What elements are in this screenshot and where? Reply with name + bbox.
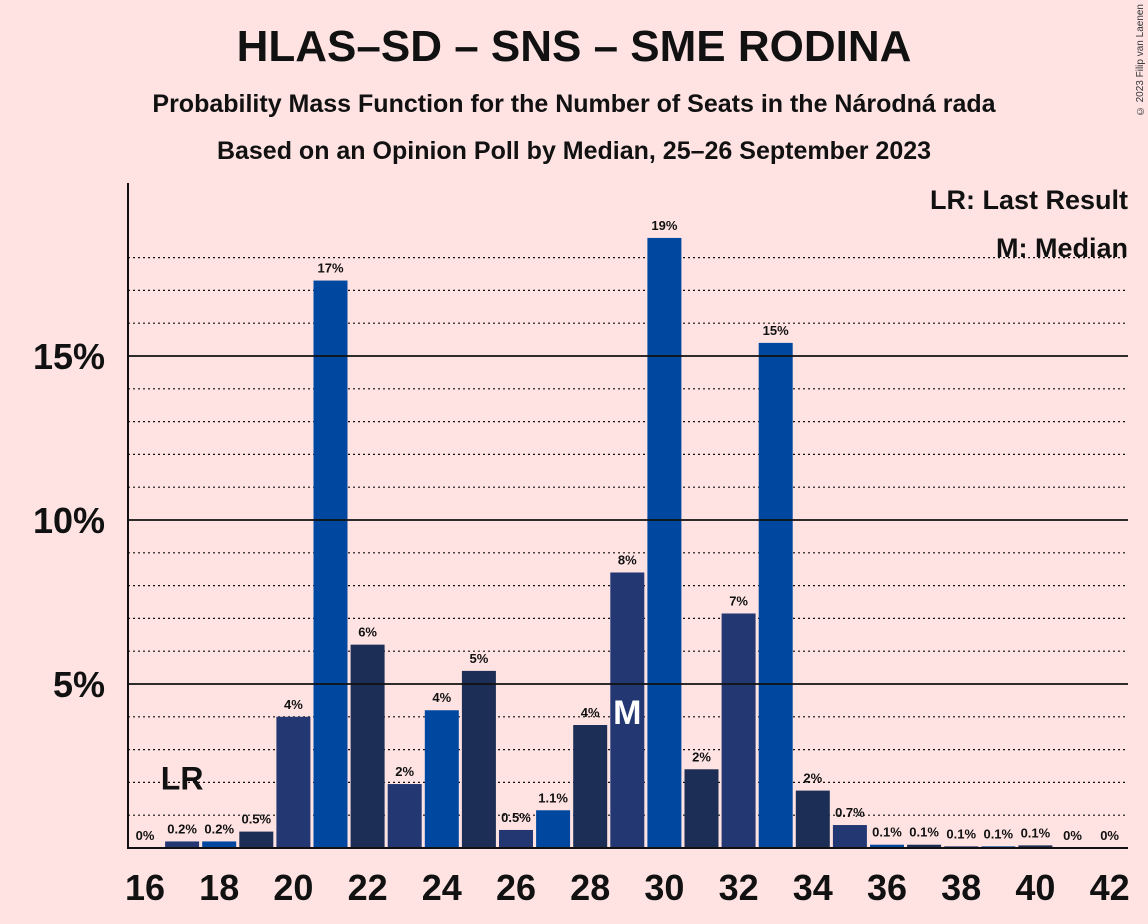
bar xyxy=(907,844,942,848)
x-tick-label: 24 xyxy=(422,867,462,908)
x-tick-label: 36 xyxy=(867,867,907,908)
x-tick-label: 18 xyxy=(199,867,239,908)
bar-value-label: 0.1% xyxy=(909,825,939,840)
bar-value-label: 2% xyxy=(692,749,711,764)
bar xyxy=(536,810,571,848)
bar-value-label: 0.5% xyxy=(241,812,271,827)
bar-value-label: 2% xyxy=(803,771,822,786)
bar-value-label: 0% xyxy=(136,828,155,843)
bar xyxy=(165,841,200,848)
bar xyxy=(276,716,311,848)
bar-value-label: 4% xyxy=(284,697,303,712)
y-tick-label: 5% xyxy=(53,664,105,705)
bar-value-label: 17% xyxy=(317,261,343,276)
bar-value-label: 0.1% xyxy=(946,826,976,841)
bar-labels: 0% 0.2% 0.2% 0.5% 4% 17% 6% 2% 4% 5% 0.5% 1.1% 4% 8% 1… xyxy=(136,218,1120,843)
bar xyxy=(647,237,682,849)
bar-value-label: 15% xyxy=(763,323,789,338)
bar-value-label: 7% xyxy=(729,593,748,608)
bar xyxy=(610,572,645,848)
x-tick-label: 16 xyxy=(125,867,165,908)
bar-value-label: 0.7% xyxy=(835,805,865,820)
bar-value-label: 4% xyxy=(432,690,451,705)
markers: LR M xyxy=(161,694,642,796)
bar xyxy=(684,769,719,848)
bar-value-label: 8% xyxy=(618,552,637,567)
x-tick-label: 40 xyxy=(1015,867,1055,908)
bars xyxy=(165,237,1053,849)
bar xyxy=(721,613,756,848)
bar xyxy=(313,280,348,848)
bar xyxy=(795,790,830,848)
x-tick-label: 26 xyxy=(496,867,536,908)
legend-median: M: Median xyxy=(996,233,1128,263)
axes: 5% 10% 15% 16 18 20 22 24 26 28 30 32 34 36 38 40 42 xyxy=(33,183,1130,908)
bar-value-label: 5% xyxy=(470,651,489,666)
bar xyxy=(832,825,867,848)
bar xyxy=(424,710,459,848)
bar xyxy=(758,342,793,848)
bar xyxy=(461,670,496,848)
last-result-marker: LR xyxy=(161,760,204,796)
x-tick-label: 38 xyxy=(941,867,981,908)
bar-value-label: 2% xyxy=(395,764,414,779)
bar xyxy=(870,844,904,848)
bar xyxy=(387,784,422,848)
bar-value-label: 0.2% xyxy=(167,821,197,836)
bar xyxy=(573,725,608,848)
bar-value-label: 0.5% xyxy=(501,810,531,825)
bar-value-label: 0.1% xyxy=(1021,825,1051,840)
x-tick-label: 32 xyxy=(719,867,759,908)
x-tick-label: 34 xyxy=(793,867,833,908)
legend-last-result: LR: Last Result xyxy=(929,185,1128,215)
bar xyxy=(499,829,533,848)
chart-subtitle: Probability Mass Function for the Number… xyxy=(152,90,996,118)
bar xyxy=(239,831,274,848)
bar-value-label: 0.1% xyxy=(872,825,902,840)
bar-value-label: 6% xyxy=(358,625,377,640)
bar-value-label: 0.2% xyxy=(204,821,234,836)
median-marker: M xyxy=(613,694,641,732)
chart-subtitle-2: Based on an Opinion Poll by Median, 25–2… xyxy=(216,137,932,165)
bar xyxy=(350,644,385,848)
y-tick-label: 10% xyxy=(33,500,105,541)
bar xyxy=(202,841,237,848)
y-tick-label: 15% xyxy=(33,336,105,377)
bar-value-label: 19% xyxy=(651,218,677,233)
bar-value-label: 0.1% xyxy=(983,826,1013,841)
bar-value-label: 4% xyxy=(581,705,600,720)
x-tick-label: 42 xyxy=(1090,867,1130,908)
bar-value-label: 0% xyxy=(1100,828,1119,843)
x-tick-label: 22 xyxy=(348,867,388,908)
x-tick-label: 28 xyxy=(570,867,610,908)
chart-title: HLAS–SD – SNS – SME RODINA xyxy=(236,22,912,71)
bar xyxy=(1018,845,1053,848)
bar-value-label: 1.1% xyxy=(538,790,568,805)
bar-value-label: 0% xyxy=(1063,828,1082,843)
x-tick-label: 20 xyxy=(273,867,313,908)
x-tick-label: 30 xyxy=(644,867,684,908)
